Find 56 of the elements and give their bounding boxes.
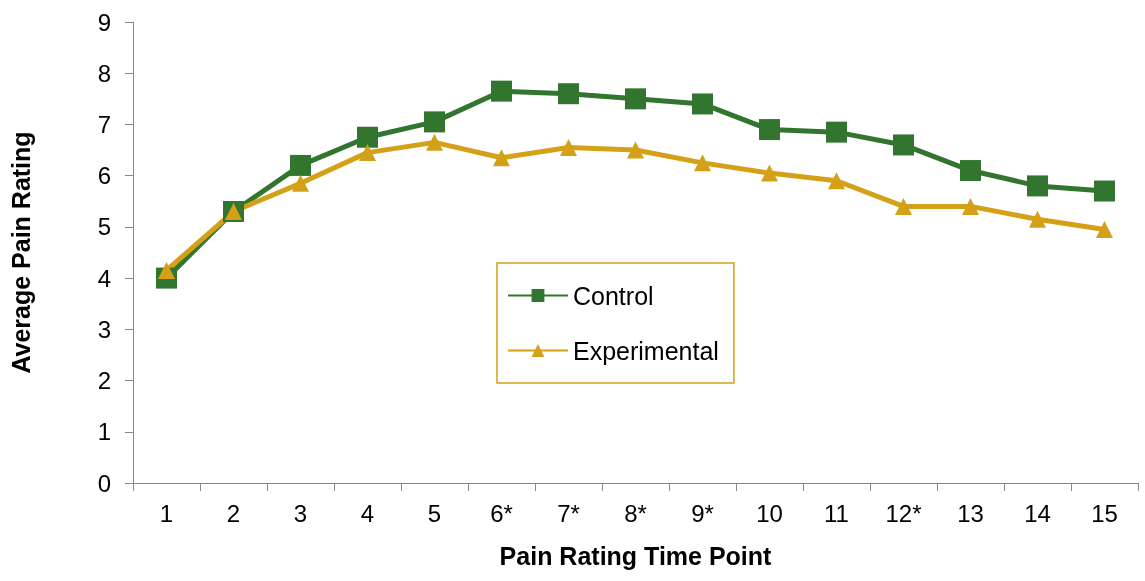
- x-tick-label: 4: [360, 499, 375, 527]
- x-tick-label: 6*: [490, 499, 513, 527]
- x-tick-label: 2: [226, 499, 241, 527]
- point: [424, 111, 445, 133]
- y-tick-label: 9: [97, 8, 111, 36]
- x-axis-title: Pain Rating Time Point: [499, 541, 773, 570]
- point: [895, 197, 912, 215]
- y-axis-title: Average Pain Rating: [6, 131, 35, 374]
- x-tick-label: 9*: [691, 499, 714, 527]
- point: [493, 149, 510, 167]
- point: [828, 172, 845, 190]
- x-tick-label: 10: [756, 499, 783, 527]
- point: [426, 133, 443, 151]
- y-tick-label: 1: [97, 418, 111, 446]
- x-tick-label: 15: [1091, 499, 1118, 527]
- y-tick-label: 0: [97, 469, 111, 497]
- point: [761, 164, 778, 182]
- point: [491, 80, 512, 102]
- point: [692, 93, 713, 115]
- point: [359, 144, 376, 162]
- x-tick-label: 5: [427, 499, 442, 527]
- point: [357, 126, 378, 148]
- point: [960, 160, 981, 182]
- point: [694, 154, 711, 172]
- point: [290, 154, 311, 176]
- point: [1096, 220, 1113, 238]
- x-tick-label: 3: [293, 499, 308, 527]
- y-tick-label: 6: [97, 162, 111, 190]
- point: [962, 197, 979, 215]
- y-tick-label: 7: [97, 110, 111, 138]
- x-tick-label: 13: [957, 499, 984, 527]
- x-tick-label: 7*: [557, 499, 580, 527]
- point: [627, 141, 644, 159]
- point: [893, 134, 914, 156]
- y-tick-label: 2: [97, 367, 111, 395]
- y-tick-label: 8: [97, 59, 111, 87]
- y-tick-label: 3: [97, 315, 111, 343]
- point: [1094, 180, 1115, 202]
- x-tick-label: 1: [159, 499, 174, 527]
- point: [558, 83, 579, 105]
- point: [292, 174, 309, 192]
- point: [826, 121, 847, 143]
- x-tick-label: 12*: [885, 499, 922, 527]
- y-tick-label: 4: [97, 264, 111, 292]
- y-tick-label: 5: [97, 213, 111, 241]
- point: [1029, 210, 1046, 228]
- point: [158, 261, 175, 279]
- x-tick-label: 11: [824, 499, 849, 527]
- point: [759, 119, 780, 141]
- point: [560, 138, 577, 156]
- legend-label: Experimental: [573, 336, 719, 365]
- legend-label: Control: [573, 281, 654, 310]
- x-tick-label: 8*: [624, 499, 647, 527]
- x-tick-label: 14: [1024, 499, 1051, 527]
- point: [625, 88, 646, 110]
- point: [1027, 175, 1048, 197]
